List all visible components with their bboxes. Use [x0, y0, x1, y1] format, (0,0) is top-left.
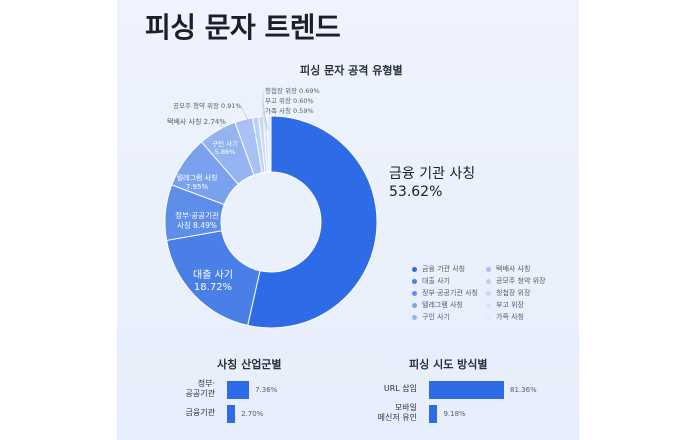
legend-swatch	[486, 278, 491, 284]
legend-label: 구인 사기	[422, 313, 450, 321]
legend-label: 대출 사기	[422, 277, 450, 285]
slice-label-0: 금융 기관 사칭 53.62%	[389, 166, 475, 200]
legend-label: 공모주 청약 위장	[496, 277, 546, 285]
industry-bar-label: 정부· 공공기관	[185, 379, 215, 398]
method-bar-label: URL 삽입	[383, 384, 417, 393]
slice-label-7: 청첩장 위장 0.69%	[265, 86, 320, 95]
legend-item: 택배사 사칭	[486, 264, 530, 274]
slice-label-6: 공모주 청약 위장 0.91%	[173, 101, 242, 110]
legend-swatch	[412, 290, 417, 296]
legend-item: 대출 사기	[412, 276, 450, 286]
legend-label: 부고 위장	[496, 301, 524, 309]
method-bar-label: 모바일 메신저 유인	[377, 403, 417, 422]
leader-line-0	[212, 119, 246, 143]
method-bar-value: 81.36%	[510, 386, 537, 394]
industry-bar-title: 사칭 산업군별	[217, 358, 282, 371]
pie-slice-1	[166, 230, 261, 327]
pie-slice-0	[247, 115, 378, 329]
industry-bar	[227, 381, 250, 399]
legend-swatch	[412, 278, 417, 284]
legend-item: 텔레그램 사칭	[412, 300, 463, 310]
method-bar-value: 9.18%	[443, 410, 466, 418]
legend-label: 금융 기관 사칭	[422, 265, 466, 273]
legend-swatch	[412, 266, 417, 272]
page-title: 피싱 문자 트렌드	[145, 11, 341, 44]
pie-chart-title: 피싱 문자 공격 유형별	[300, 64, 403, 77]
industry-bar-label: 금융기관	[185, 408, 215, 417]
slice-label-4: 구인 사기 5.86%	[212, 139, 238, 156]
legend-item: 부고 위장	[486, 300, 524, 310]
method-bar	[429, 405, 438, 423]
method-bar-title: 피싱 시도 방식별	[409, 358, 488, 371]
industry-bar	[227, 405, 236, 423]
leader-line-3	[262, 100, 268, 131]
slice-label-1: 대출 사기 18.72%	[193, 269, 233, 293]
slice-label-5: 택배사 사칭 2.74%	[167, 117, 226, 126]
leader-line-4	[262, 110, 270, 131]
legend-label: 청첩장 위장	[496, 289, 531, 297]
legend-item: 가족 사칭	[486, 312, 524, 322]
legend-swatch	[486, 266, 491, 272]
legend-label: 정부·공공기관 사칭	[422, 289, 478, 297]
legend-item: 청첩장 위장	[486, 288, 530, 298]
legend-label: 텔레그램 사칭	[422, 301, 463, 309]
slice-label-3: 텔레그램 사칭 7.95%	[177, 173, 218, 191]
legend-label: 가족 사칭	[496, 313, 524, 321]
infographic-card: 피싱 문자 트렌드 피싱 문자 공격 유형별 금융 기관 사칭 53.62% 대출 …	[117, 0, 579, 440]
legend-item: 공모주 청약 위장	[486, 276, 546, 286]
industry-bar-value: 2.70%	[241, 410, 264, 418]
legend-swatch	[486, 290, 491, 296]
leader-line-1	[240, 105, 258, 139]
legend-item: 정부·공공기관 사칭	[412, 288, 478, 298]
legend-swatch	[412, 314, 417, 320]
slice-label-9: 가족 사칭 0.59%	[265, 106, 314, 115]
legend-swatch	[486, 314, 491, 320]
pie-slice-9	[266, 115, 272, 173]
industry-bar-value: 7.36%	[255, 386, 278, 394]
slice-label-2: 정부·공공기관 사칭 8.49%	[175, 210, 219, 230]
method-bar	[429, 381, 504, 399]
legend-swatch	[486, 302, 491, 308]
slice-label-8: 부고 위장 0.60%	[265, 96, 314, 105]
chart-canvas: 금융 기관 사칭 53.62% 대출 사기 18.72% 정부·공공기관 사칭 8.49%…	[164, 86, 475, 329]
legend-label: 택배사 사칭	[496, 265, 531, 273]
legend-item: 금융 기관 사칭	[412, 264, 465, 274]
legend-swatch	[412, 302, 417, 308]
legend-item: 구인 사기	[412, 312, 450, 322]
